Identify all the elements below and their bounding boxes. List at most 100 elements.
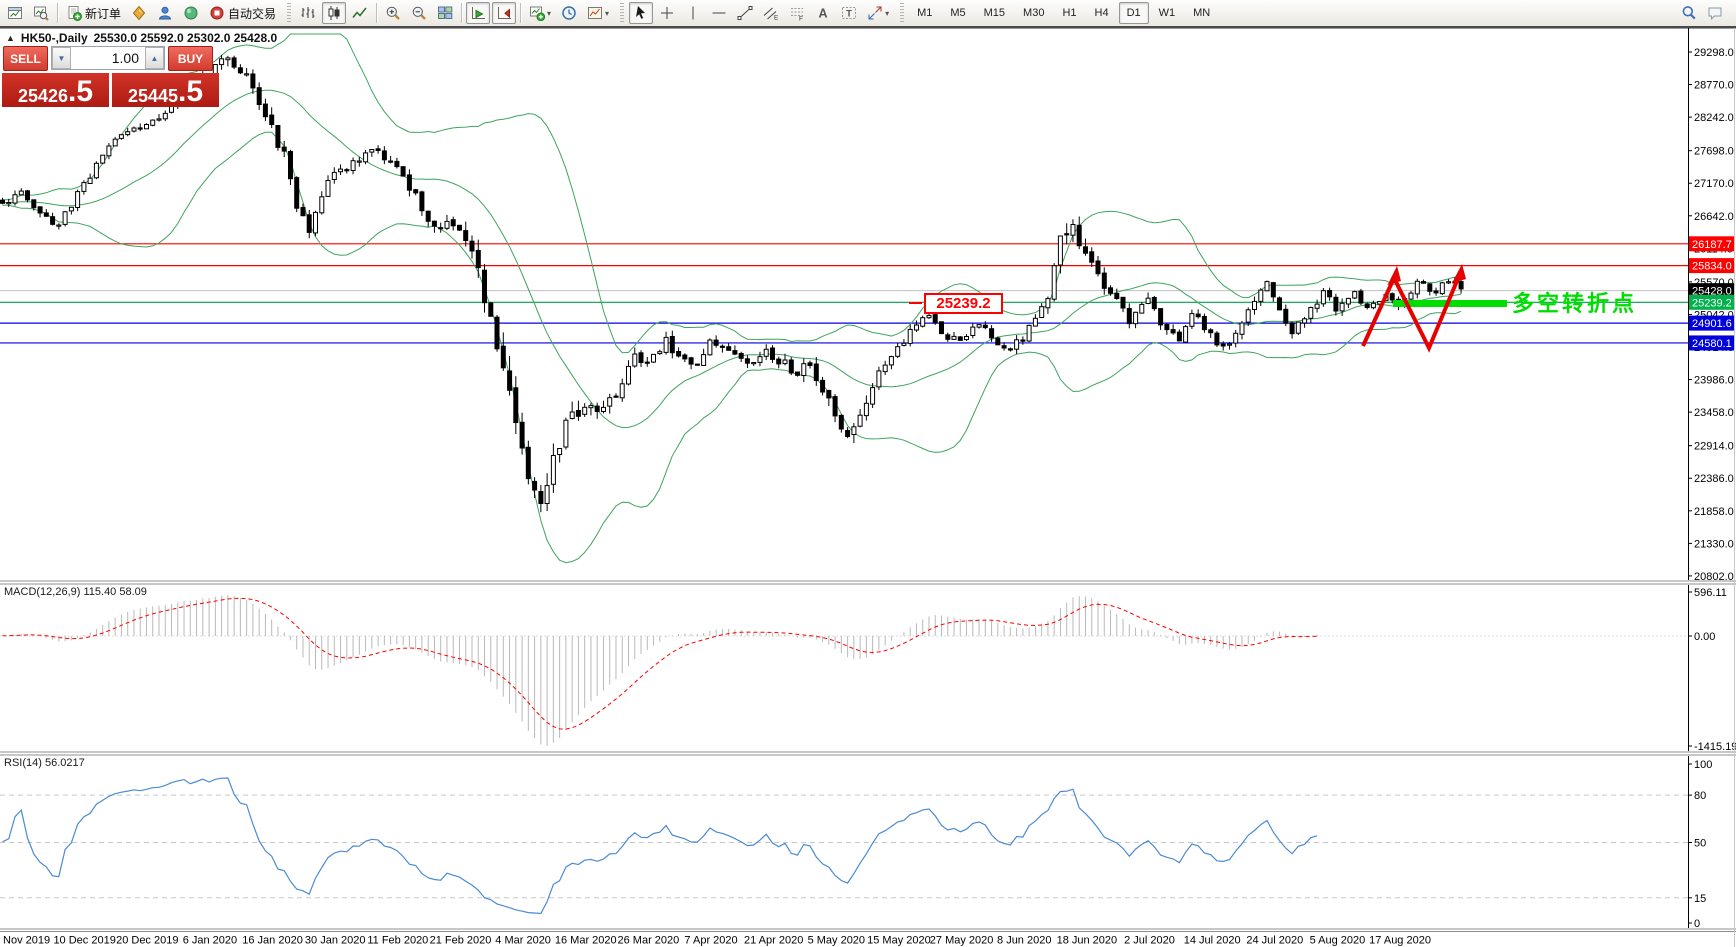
arrows-button[interactable]: ▾ bbox=[863, 2, 893, 24]
buy-price-display[interactable]: 25445.5 bbox=[112, 73, 219, 107]
timeframe-w1-button[interactable]: W1 bbox=[1151, 2, 1184, 24]
fibonacci-button[interactable]: F bbox=[785, 2, 809, 24]
zoom-out-button[interactable] bbox=[407, 2, 431, 24]
text-label-button[interactable]: T bbox=[837, 2, 861, 24]
level-label: 25834.0 bbox=[1692, 261, 1732, 273]
volume-increase-button[interactable]: ▲ bbox=[145, 47, 164, 69]
chart-background[interactable] bbox=[0, 28, 1736, 947]
price-tick-label: 21330.0 bbox=[1694, 538, 1734, 550]
timeframe-m1-button[interactable]: M1 bbox=[909, 2, 940, 24]
data-window-icon bbox=[183, 5, 199, 21]
zigzag-annotation[interactable] bbox=[1361, 273, 1461, 353]
autotrading-icon bbox=[209, 5, 225, 21]
line-chart-button[interactable] bbox=[348, 2, 372, 24]
timeframe-m15-button[interactable]: M15 bbox=[976, 2, 1013, 24]
turning-point-label[interactable]: 多空转折点 bbox=[1512, 291, 1638, 316]
equidistant-channel-button[interactable]: E bbox=[759, 2, 783, 24]
timeframe-label: W1 bbox=[1158, 7, 1176, 19]
dropdown-arrow-icon: ▾ bbox=[885, 8, 890, 18]
pane-separator[interactable] bbox=[0, 580, 1736, 585]
bar-chart-button[interactable] bbox=[296, 2, 320, 24]
level-label-box bbox=[1689, 294, 1735, 310]
chart-window-button[interactable] bbox=[3, 2, 27, 24]
toolbar-grip[interactable] bbox=[900, 3, 905, 23]
data-window-button[interactable] bbox=[179, 2, 203, 24]
support-bar-annotation[interactable] bbox=[1393, 300, 1507, 307]
date-label: 8 Jun 2020 bbox=[997, 935, 1051, 947]
period-clock-button[interactable] bbox=[557, 2, 581, 24]
trendline-button[interactable] bbox=[733, 2, 757, 24]
level-label: 25239.2 bbox=[1692, 297, 1732, 309]
chart-canvas[interactable]: 29298.0 28770.0 28242.0 27698.0 27170.0 26642… bbox=[0, 28, 1736, 947]
chart-shift-button[interactable] bbox=[492, 2, 517, 24]
zoom-in-icon bbox=[385, 5, 401, 21]
sell-button[interactable]: SELL bbox=[3, 46, 48, 71]
date-label: 6 Jan 2020 bbox=[183, 935, 237, 947]
toolbar-separator bbox=[520, 3, 522, 23]
level-label-box bbox=[1689, 315, 1735, 331]
date-label: 5 May 2020 bbox=[808, 935, 865, 947]
timeframe-mn-button[interactable]: MN bbox=[1185, 2, 1218, 24]
timeframe-h1-button[interactable]: H1 bbox=[1054, 2, 1084, 24]
one-click-trading-panel: SELL ▼ ▲ BUY 25426.5 25445.5 bbox=[2, 46, 219, 107]
toolbar-grip[interactable] bbox=[620, 3, 625, 23]
timeframe-label: M1 bbox=[917, 7, 933, 19]
timeframe-m5-button[interactable]: M5 bbox=[942, 2, 973, 24]
price-tick-label: 28242.0 bbox=[1694, 112, 1734, 124]
volume-decrease-button[interactable]: ▼ bbox=[52, 47, 71, 69]
indicators-button[interactable] bbox=[127, 2, 151, 24]
date-label: 14 Jul 2020 bbox=[1184, 935, 1241, 947]
zigzag-arrowhead-1[interactable] bbox=[1387, 266, 1402, 285]
zigzag-arrowhead-2[interactable] bbox=[1452, 264, 1466, 283]
timeframe-m30-button[interactable]: M30 bbox=[1015, 2, 1052, 24]
timeframe-h4-button[interactable]: H4 bbox=[1087, 2, 1117, 24]
search-button[interactable] bbox=[1677, 2, 1701, 24]
new-chart-icon bbox=[529, 5, 546, 21]
macd-scale-label: 0.00 bbox=[1694, 631, 1715, 643]
date-label: 10 Dec 2019 bbox=[53, 935, 115, 947]
price-tick-label: 23458.0 bbox=[1694, 407, 1734, 419]
price-callout-box[interactable]: 25239.2 bbox=[924, 293, 1003, 314]
date-label: 18 Jun 2020 bbox=[1057, 935, 1118, 947]
new-chart-button[interactable]: ▾ bbox=[525, 2, 555, 24]
toolbar-separator bbox=[376, 3, 378, 23]
pane-separator[interactable] bbox=[0, 751, 1736, 756]
sell-price-display[interactable]: 25426.5 bbox=[2, 73, 109, 107]
timeframe-d1-button[interactable]: D1 bbox=[1118, 2, 1149, 24]
buy-button[interactable]: BUY bbox=[168, 46, 213, 71]
autotrading-button[interactable]: 自动交易 bbox=[205, 2, 280, 24]
level-label-box bbox=[1689, 335, 1735, 351]
cursor-button[interactable] bbox=[629, 2, 654, 24]
zoom-in-button[interactable] bbox=[381, 2, 405, 24]
templates-button[interactable]: ▾ bbox=[583, 2, 613, 24]
chart-title: ▲ HK50-,Daily 25530.0 25592.0 25302.0 25… bbox=[6, 31, 277, 45]
collapse-panel-icon[interactable]: ▲ bbox=[6, 33, 15, 43]
crosshair-button[interactable] bbox=[655, 2, 679, 24]
price-tick-label: 26642.0 bbox=[1694, 211, 1734, 223]
profiles-button[interactable] bbox=[29, 2, 53, 24]
pane-separator[interactable] bbox=[0, 928, 1736, 933]
level-label-box bbox=[1689, 236, 1735, 252]
volume-input[interactable] bbox=[71, 50, 145, 66]
toolbar-grip[interactable] bbox=[287, 3, 292, 23]
auto-scroll-button[interactable] bbox=[466, 2, 491, 24]
date-label: 7 Apr 2020 bbox=[684, 935, 737, 947]
price-axis-drag-area[interactable] bbox=[1689, 28, 1691, 931]
horizontal-line-button[interactable] bbox=[707, 2, 731, 24]
svg-text:E: E bbox=[774, 15, 779, 22]
chart-window-icon bbox=[7, 5, 23, 21]
chat-button[interactable] bbox=[1703, 2, 1727, 24]
new-order-button[interactable]: 新订单 bbox=[62, 2, 125, 24]
text-button[interactable]: A bbox=[811, 2, 835, 24]
candlestick-chart-button[interactable] bbox=[322, 2, 347, 24]
ohlc-values: 25530.0 25592.0 25302.0 25428.0 bbox=[93, 31, 278, 45]
price-callout-leader bbox=[909, 302, 922, 304]
tile-windows-button[interactable] bbox=[433, 2, 457, 24]
candlestick-chart-icon bbox=[326, 5, 342, 21]
autotrading-label: 自动交易 bbox=[228, 6, 277, 21]
timeframe-label: D1 bbox=[1126, 7, 1141, 19]
svg-text:F: F bbox=[799, 16, 803, 22]
vertical-line-button[interactable] bbox=[681, 2, 705, 24]
market-watch-button[interactable] bbox=[153, 2, 177, 24]
price-tick-label: 27170.0 bbox=[1694, 178, 1734, 190]
